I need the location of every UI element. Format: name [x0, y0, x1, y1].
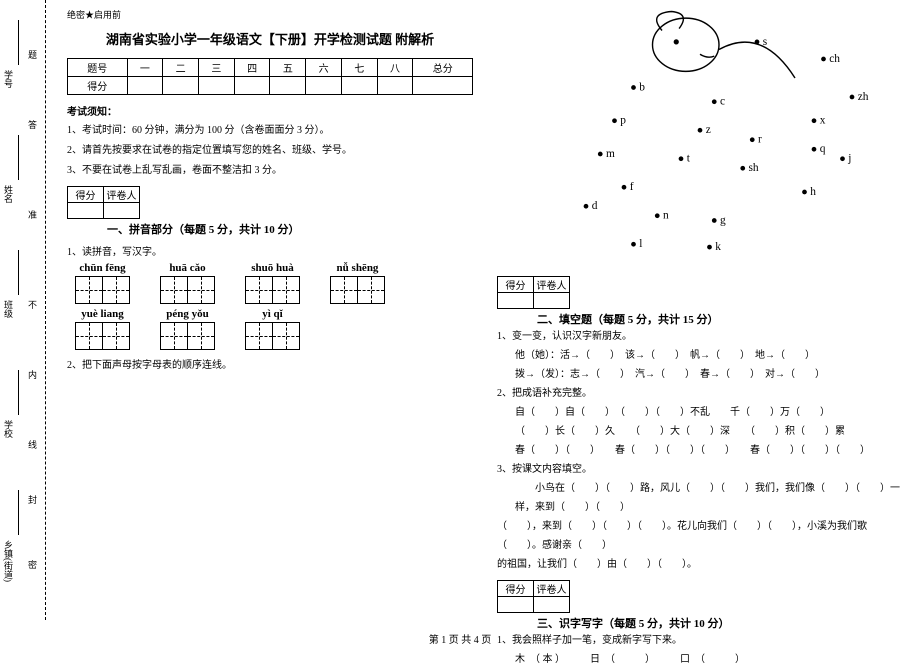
section-1-title: 一、拼音部分（每题 5 分，共计 10 分） [107, 221, 300, 237]
section-2-title: 二、填空题（每题 5 分，共计 15 分） [537, 311, 719, 327]
pinyin-block: yuè liang [75, 308, 130, 350]
pinyin-block: huā cǎo [160, 262, 215, 304]
page-footer: 第 1 页 共 4 页 [0, 631, 920, 646]
pinyin-block: chūn fēng [75, 262, 130, 304]
svg-text:j: j [847, 153, 851, 165]
svg-text:q: q [820, 143, 826, 155]
fill-questions: 1、变一变，认识汉字新朋友。 他（她）：活→（ ） 该→（ ） 帆→（ ） 地→… [497, 327, 903, 574]
pinyin-block: shuō huà [245, 262, 300, 304]
fill-q3: 3、按课文内容填空。 [497, 460, 903, 479]
binding-seg: 不 [26, 300, 39, 309]
score-table: 题号一二三四五六七八总分 得分 [67, 58, 473, 95]
pinyin-block: péng yǒu [160, 308, 215, 350]
svg-text:g: g [720, 214, 726, 226]
svg-text:n: n [663, 210, 669, 222]
binding-field-label: 姓名 [2, 185, 15, 203]
svg-text:z: z [706, 124, 711, 136]
fill-q1a: 他（她）：活→（ ） 该→（ ） 帆→（ ） 地→（ ） [497, 346, 903, 365]
svg-text:t: t [687, 153, 691, 165]
secret-mark: 绝密★启用前 [67, 8, 473, 21]
svg-text:b: b [639, 81, 645, 93]
svg-text:sh: sh [748, 162, 758, 174]
marker-table: 得分评卷人 [67, 186, 140, 219]
q1-1: 1、读拼音，写汉字。 [67, 243, 473, 258]
binding-seg: 题 [26, 50, 39, 59]
fill-q2a: 自（ ）自（ ） （ ）（ ）不乱 千（ ）万（ ） [497, 403, 903, 422]
svg-text:m: m [606, 148, 615, 160]
marker-table-2: 得分评卷人 [497, 276, 570, 309]
pinyin-block: nǚ shēng [330, 262, 385, 304]
marker-table-3: 得分评卷人 [497, 580, 570, 613]
fill-q2b: （ ）长（ ）久 （ ）大（ ）深 （ ）积（ ）累 [497, 422, 903, 441]
fill-q3c: 的祖国，让我们（ ）由（ ）（ ）。 [497, 555, 903, 574]
binding-seg: 线 [26, 440, 39, 449]
binding-field-label: 班级 [2, 300, 15, 318]
marker-grader: 评卷人 [104, 187, 140, 203]
svg-text:p: p [620, 115, 626, 127]
left-column: 绝密★启用前 湖南省实验小学一年级语文【下册】开学检测试题 附解析 题号一二三四… [55, 0, 485, 620]
svg-text:c: c [720, 96, 725, 108]
q3-1a: 木 （ 本 ） 日 （ ） 口 （ ） [497, 650, 903, 669]
notice-heading: 考试须知： [67, 103, 473, 118]
right-column: s ch zh b c x p z r q j m t sh f h d n g l k 得分评卷人 二、填空题（每题 … [485, 0, 915, 620]
fill-q2: 2、把成语补充完整。 [497, 384, 903, 403]
fill-q3a: 小鸟在（ ）（ ）路，风儿（ ）（ ）我们，我们像（ ）（ ）一样，来到（ ）（… [497, 479, 903, 517]
pinyin-block: yì qǐ [245, 308, 300, 350]
connect-dots-figure: s ch zh b c x p z r q j m t sh f h d n g l k [510, 0, 890, 270]
fill-q2c: 春（ ）（ ） 春（ ）（ ）（ ） 春（ ）（ ）（ ） [497, 441, 903, 460]
exam-title: 湖南省实验小学一年级语文【下册】开学检测试题 附解析 [67, 29, 473, 48]
binding-seg: 内 [26, 370, 39, 379]
svg-text:k: k [715, 241, 721, 253]
notice-item: 3、不要在试卷上乱写乱画，卷面不整洁扣 3 分。 [67, 162, 473, 180]
binding-seg: 封 [26, 495, 39, 504]
pinyin-row-2: yuè liang péng yǒu yì qǐ [75, 308, 473, 350]
binding-field-label: 乡镇(街道) [2, 540, 15, 582]
binding-seg: 答 [26, 120, 39, 129]
svg-text:ch: ch [829, 53, 840, 65]
binding-field-label: 学校 [2, 420, 15, 438]
svg-text:f: f [630, 181, 634, 193]
fill-q1: 1、变一变，认识汉字新朋友。 [497, 327, 903, 346]
q1-2: 2、把下面声母按字母表的顺序连线。 [67, 356, 473, 371]
notice-item: 1、考试时间：60 分钟，满分为 100 分（含卷面面分 3 分）。 [67, 122, 473, 140]
svg-text:s: s [763, 36, 768, 48]
binding-seg: 密 [26, 560, 39, 569]
score-row-label: 得分 [68, 77, 128, 95]
section-3-title: 三、识字写字（每题 5 分，共计 10 分） [537, 615, 730, 631]
notice-list: 1、考试时间：60 分钟，满分为 100 分（含卷面面分 3 分）。 2、请首先… [67, 122, 473, 180]
binding-dashline [45, 0, 46, 620]
svg-text:r: r [758, 134, 762, 146]
binding-field-label: 学号 [2, 70, 15, 88]
fill-q3b: （ ），来到（ ）（ ）（ ）。花儿向我们（ ）（ ），小溪为我们歌（ ）。感谢… [497, 517, 903, 555]
notice-item: 2、请首先按要求在试卷的指定位置填写您的姓名、班级、学号。 [67, 142, 473, 160]
binding-margin: 乡镇(街道) 学校 班级 姓名 学号密 封 线 内 不 准 答 题 [0, 0, 55, 620]
pinyin-row-1: chūn fēng huā cǎo shuō huà nǚ shēng [75, 262, 473, 304]
marker-score: 得分 [68, 187, 104, 203]
svg-text:zh: zh [858, 91, 869, 103]
svg-text:l: l [639, 238, 642, 250]
svg-text:d: d [592, 200, 598, 212]
svg-text:h: h [810, 186, 816, 198]
svg-text:x: x [820, 115, 826, 127]
binding-seg: 准 [26, 210, 39, 219]
fill-q1b: 拨→（发）：志→（ ） 汽→（ ） 春→（ ） 对→（ ） [497, 365, 903, 384]
